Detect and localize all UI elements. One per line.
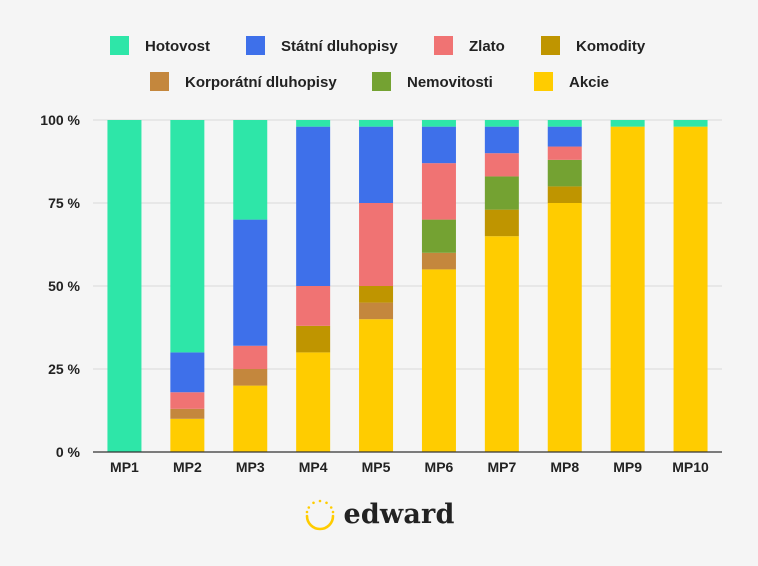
bar-segment-statni-dluhopisy — [359, 126, 394, 203]
bar-segment-statni-dluhopisy — [547, 126, 582, 147]
bar-segment-akcie — [296, 352, 331, 452]
bar-segment-komodity — [296, 325, 331, 353]
bar-segment-akcie — [547, 203, 582, 452]
x-tick-label: MP2 — [173, 459, 202, 475]
bar-segment-hotovost — [547, 120, 582, 127]
bar-segment-zlato — [421, 163, 456, 220]
legend-item-akcie: Akcie — [534, 72, 609, 91]
x-tick-label: MP4 — [299, 459, 328, 475]
bar-segment-nemovitosti — [547, 159, 582, 187]
bar-segment-zlato — [170, 392, 205, 409]
bar-stack-mp2 — [170, 120, 205, 452]
x-tick-label: MP7 — [487, 459, 516, 475]
bar-stack-mp6 — [421, 120, 456, 452]
bar-segment-akcie — [233, 385, 268, 452]
y-tick-label: 25 % — [48, 361, 80, 377]
y-tick-label: 50 % — [48, 278, 80, 294]
bar-segment-hotovost — [359, 120, 394, 127]
bar-segment-hotovost — [421, 120, 456, 127]
bar-segment-akcie — [170, 418, 205, 452]
x-tick-label: MP5 — [362, 459, 391, 475]
bar-segment-zlato — [233, 345, 268, 369]
legend-label-akcie: Akcie — [569, 74, 609, 91]
legend-item-nemovitosti: Nemovitosti — [372, 72, 493, 91]
x-tick-label: MP1 — [110, 459, 139, 475]
bar-segment-hotovost — [233, 120, 268, 220]
x-tick-label: MP3 — [236, 459, 265, 475]
y-tick-label: 75 % — [48, 195, 80, 211]
legend-label-nemovitosti: Nemovitosti — [407, 74, 493, 91]
bar-segment-zlato — [296, 286, 331, 326]
x-tick-label: MP8 — [550, 459, 579, 475]
bar-segment-korporatni-dluhopisy — [359, 302, 394, 320]
legend-item-korporatni-dluhopisy: Korporátní dluhopisy — [150, 72, 337, 91]
legend-label-komodity: Komodity — [576, 38, 646, 55]
bar-stack-mp4 — [296, 120, 331, 452]
legend-label-zlato: Zlato — [469, 38, 505, 55]
bar-segment-statni-dluhopisy — [484, 126, 519, 154]
legend-swatch-nemovitosti — [372, 72, 391, 91]
edward-logo: edward — [0, 494, 758, 534]
bar-segment-akcie — [484, 236, 519, 452]
bar-stack-mp3 — [233, 120, 268, 452]
legend-label-korporatni-dluhopisy: Korporátní dluhopisy — [185, 74, 337, 91]
legend-label-statni-dluhopisy: Státní dluhopisy — [281, 38, 398, 55]
bar-segment-hotovost — [296, 120, 331, 127]
bar-stack-mp1 — [107, 120, 142, 452]
bar-segment-statni-dluhopisy — [170, 352, 205, 393]
legend-item-komodity: Komodity — [541, 36, 646, 55]
bar-segment-komodity — [484, 209, 519, 237]
bar-segment-zlato — [484, 153, 519, 177]
bar-segment-akcie — [421, 269, 456, 452]
legend-swatch-korporatni-dluhopisy — [150, 72, 169, 91]
bar-stack-mp7 — [484, 120, 519, 452]
bar-segment-hotovost — [170, 120, 205, 353]
bar-segment-korporatni-dluhopisy — [170, 408, 205, 419]
chart-legend: Hotovost Státní dluhopisy Zlato Komodity Kor… — [110, 36, 646, 91]
bar-stack-mp5 — [359, 120, 394, 452]
bar-segment-zlato — [359, 203, 394, 286]
x-tick-label: MP10 — [672, 459, 709, 475]
bar-segment-statni-dluhopisy — [421, 126, 456, 164]
y-tick-label: 100 % — [40, 112, 80, 128]
bar-stack-mp8 — [547, 120, 582, 452]
bar-segment-hotovost — [107, 120, 142, 452]
legend-swatch-statni-dluhopisy — [246, 36, 265, 55]
bar-stack-mp9 — [610, 120, 645, 452]
legend-swatch-komodity — [541, 36, 560, 55]
bar-segment-komodity — [359, 286, 394, 303]
bar-segment-hotovost — [610, 120, 645, 127]
x-tick-label: MP6 — [425, 459, 454, 475]
legend-swatch-zlato — [434, 36, 453, 55]
chart-axis: 0 % 25 % 50 % 75 % 100 % MP1 MP2 MP3 MP4 MP5 MP6 MP… — [40, 112, 722, 475]
legend-label-hotovost: Hotovost — [145, 38, 210, 55]
legend-item-hotovost: Hotovost — [110, 36, 210, 55]
logo-text: edward — [343, 498, 455, 530]
bar-segment-zlato — [547, 146, 582, 160]
chart-bars — [107, 120, 708, 452]
bar-segment-statni-dluhopisy — [296, 126, 331, 286]
bar-segment-nemovitosti — [484, 176, 519, 210]
bar-stack-mp10 — [673, 120, 708, 452]
bar-segment-akcie — [673, 126, 708, 452]
bar-segment-nemovitosti — [421, 219, 456, 253]
legend-swatch-hotovost — [110, 36, 129, 55]
bar-segment-akcie — [359, 319, 394, 452]
stacked-bar-chart: Hotovost Státní dluhopisy Zlato Komodity Kor… — [40, 36, 722, 475]
bar-segment-akcie — [610, 126, 645, 452]
bar-segment-statni-dluhopisy — [233, 219, 268, 346]
legend-item-statni-dluhopisy: Státní dluhopisy — [246, 36, 398, 55]
bar-segment-korporatni-dluhopisy — [233, 369, 268, 386]
bar-segment-hotovost — [484, 120, 519, 127]
legend-item-zlato: Zlato — [434, 36, 505, 55]
bar-segment-korporatni-dluhopisy — [421, 252, 456, 270]
bar-segment-hotovost — [673, 120, 708, 127]
x-tick-label: MP9 — [613, 459, 642, 475]
sun-logo-icon — [306, 499, 335, 531]
bar-segment-komodity — [547, 186, 582, 203]
legend-swatch-akcie — [534, 72, 553, 91]
y-tick-label: 0 % — [56, 444, 81, 460]
